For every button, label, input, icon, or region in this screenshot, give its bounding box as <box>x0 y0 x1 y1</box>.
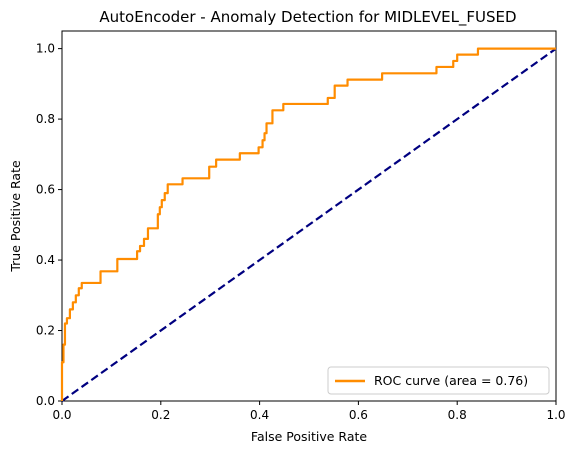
x-axis-label: False Positive Rate <box>251 429 367 444</box>
x-tick-label: 1.0 <box>546 408 565 422</box>
legend-label: ROC curve (area = 0.76) <box>374 373 528 388</box>
y-tick-label: 0.2 <box>36 324 55 338</box>
y-tick-label: 0.6 <box>36 183 55 197</box>
x-tick-label: 0.4 <box>250 408 269 422</box>
y-tick-label: 0.8 <box>36 112 55 126</box>
x-tick-label: 0.2 <box>151 408 170 422</box>
y-axis-label: True Positive Rate <box>8 160 23 273</box>
x-tick-label: 0.6 <box>349 408 368 422</box>
x-tick-label: 0.0 <box>52 408 71 422</box>
y-axis-ticks: 0.0 0.2 0.4 0.6 0.8 1.0 <box>36 42 62 408</box>
legend-box <box>327 366 550 395</box>
plot-frame <box>61 30 557 402</box>
chart-title: AutoEncoder - Anomaly Detection for MIDL… <box>99 8 516 27</box>
y-tick-label: 0.4 <box>36 253 55 267</box>
x-axis-ticks: 0.0 0.2 0.4 0.6 0.8 1.0 <box>52 401 566 422</box>
x-tick-label: 0.8 <box>448 408 467 422</box>
roc-curve-line <box>60 47 556 401</box>
y-tick-label: 0.0 <box>36 394 55 408</box>
y-tick-label: 1.0 <box>36 42 55 56</box>
chance-line <box>61 47 557 402</box>
series-layer <box>60 47 557 402</box>
legend: ROC curve (area = 0.76) <box>327 366 550 395</box>
